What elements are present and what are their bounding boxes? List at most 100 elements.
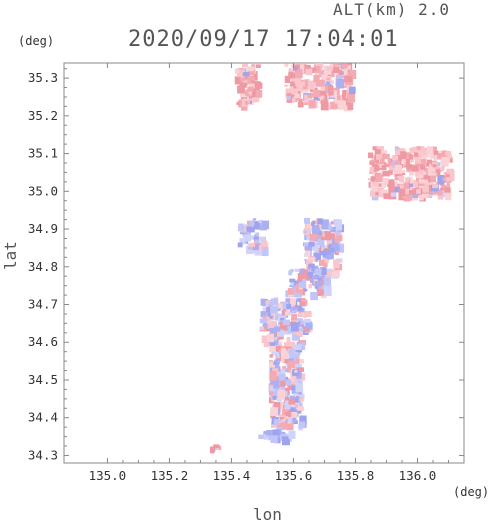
echo-cell	[422, 171, 427, 175]
echo-cell	[290, 81, 295, 87]
echo-cell	[317, 218, 323, 225]
echo-cell	[273, 401, 281, 410]
echo-cell	[305, 224, 313, 232]
echo-cell	[269, 354, 273, 358]
echo-cell	[394, 170, 403, 181]
echo-cell	[248, 100, 253, 104]
y-tick-label: 34.9	[28, 221, 58, 236]
echo-cell	[269, 361, 275, 368]
echo-cell	[308, 241, 315, 247]
echo-cell	[327, 221, 332, 228]
echo-cell	[341, 69, 348, 77]
echo-cell	[240, 93, 245, 98]
echo-cell	[239, 82, 247, 88]
echo-cell	[269, 345, 276, 352]
echo-cell	[310, 291, 319, 301]
echo-cell	[444, 192, 452, 201]
echo-cell	[244, 223, 248, 229]
x-tick-label: 135.8	[337, 468, 375, 483]
echo-cell	[416, 177, 420, 181]
echo-cell	[284, 311, 292, 316]
data-cells	[209, 63, 455, 454]
echo-cell	[433, 150, 439, 155]
echo-cell	[343, 98, 350, 103]
echo-cell	[273, 371, 281, 377]
echo-cell	[306, 235, 310, 241]
echo-cell	[263, 435, 268, 440]
echo-cell	[297, 359, 305, 364]
echo-cell	[403, 164, 408, 168]
echo-cell	[374, 149, 381, 158]
echo-cell	[387, 184, 391, 188]
echo-cell	[331, 221, 336, 225]
echo-cell	[320, 267, 327, 276]
echo-cell	[341, 63, 348, 69]
echo-cell	[378, 183, 383, 187]
echo-cell	[294, 305, 303, 312]
echo-cell	[323, 258, 329, 263]
echo-cell	[268, 391, 274, 396]
echo-cell	[398, 151, 407, 160]
echo-cell	[368, 152, 374, 159]
echo-cell	[280, 317, 285, 321]
echo-cell	[288, 298, 296, 308]
echo-cell	[311, 221, 315, 226]
echo-cell	[412, 181, 418, 188]
echo-cell	[247, 227, 255, 233]
echo-cell	[304, 102, 308, 105]
echo-cell	[285, 88, 294, 97]
echo-cell	[368, 178, 372, 181]
echo-cell	[309, 233, 317, 241]
echo-cell	[379, 158, 385, 165]
echo-cell	[371, 159, 376, 163]
echo-cell	[262, 307, 267, 311]
echo-cell	[344, 75, 353, 83]
echo-cell	[209, 447, 215, 454]
echo-cell	[259, 318, 268, 324]
echo-cell	[260, 298, 266, 306]
echo-cell	[375, 192, 379, 196]
echo-cell	[274, 359, 280, 365]
echo-cell	[392, 155, 397, 161]
echo-cell	[436, 170, 441, 176]
echo-cell	[444, 187, 451, 193]
echo-cell	[268, 435, 272, 441]
echo-cell	[281, 354, 289, 364]
echo-cell	[285, 412, 292, 418]
echo-cell	[411, 165, 419, 172]
echo-cell	[335, 234, 343, 241]
echo-cell	[437, 166, 445, 171]
echo-cell	[263, 431, 268, 435]
echo-cell	[442, 177, 446, 181]
echo-cell	[329, 226, 336, 233]
echo-cell	[259, 326, 264, 330]
echo-cell	[323, 270, 331, 279]
echo-cell	[437, 174, 445, 185]
echo-cell	[294, 291, 302, 298]
y-tick-label: 35.2	[28, 108, 58, 123]
echo-cell	[307, 271, 314, 277]
echo-cell	[323, 248, 331, 255]
y-tick-label: 34.7	[28, 297, 58, 312]
echo-cell	[276, 353, 280, 359]
y-axis-unit: (deg)	[18, 34, 55, 48]
echo-cell	[308, 284, 312, 289]
echo-cell	[291, 306, 296, 311]
echo-cell	[390, 192, 397, 197]
echo-cell	[349, 69, 357, 79]
echo-cell	[324, 231, 332, 241]
echo-cell	[278, 373, 286, 381]
echo-cell	[245, 89, 252, 97]
echo-cell	[294, 352, 300, 359]
echo-cell	[287, 325, 295, 334]
echo-cell	[419, 164, 426, 170]
echo-cell	[251, 64, 255, 68]
echo-cell	[294, 369, 298, 373]
echo-cell	[334, 245, 340, 252]
x-axis-ticks: 135.0 135.2 135.4 135.6 135.8 136.0	[89, 63, 465, 483]
echo-cell	[280, 301, 284, 304]
echo-cell	[297, 272, 305, 282]
echo-cell	[296, 83, 303, 91]
echo-cell	[252, 221, 261, 230]
echo-cell	[383, 193, 390, 200]
